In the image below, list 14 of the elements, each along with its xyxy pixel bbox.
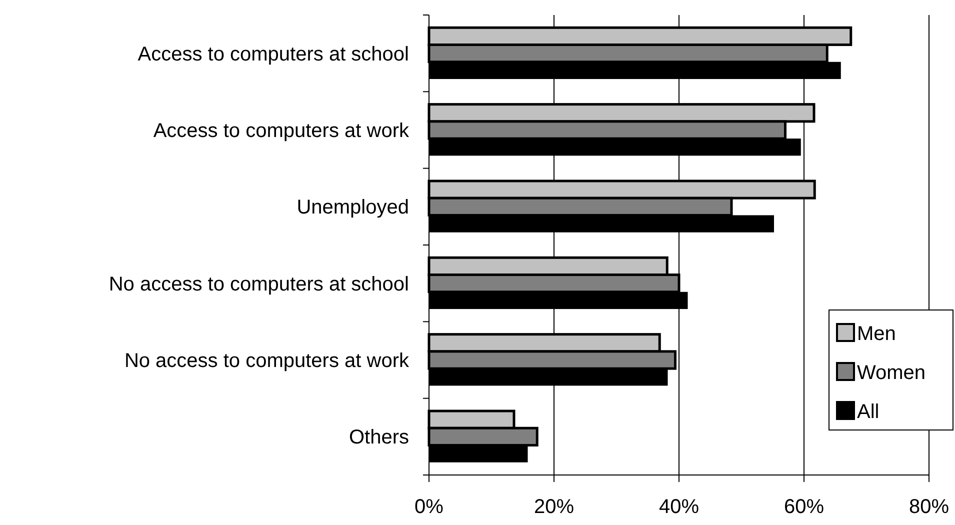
- x-tick-label: 0%: [414, 496, 444, 518]
- legend-label: Men: [857, 323, 896, 345]
- y-tick-label: No access to computers at school: [108, 273, 409, 296]
- y-tick-label: Access to computers at work: [153, 120, 410, 142]
- y-tick-label: Access to computers at school: [138, 43, 409, 66]
- x-tick-label: 20%: [534, 496, 574, 518]
- legend-label: Women: [857, 362, 926, 384]
- y-tick-label: Others: [348, 426, 409, 449]
- x-tick-label: 40%: [658, 496, 700, 518]
- y-tick-label: Unemployed: [296, 196, 409, 219]
- x-tick-label: 80%: [908, 496, 950, 518]
- y-tick-label: No access to computers at work: [124, 350, 410, 372]
- x-tick-label: 60%: [784, 496, 824, 518]
- legend-label: All: [857, 401, 880, 423]
